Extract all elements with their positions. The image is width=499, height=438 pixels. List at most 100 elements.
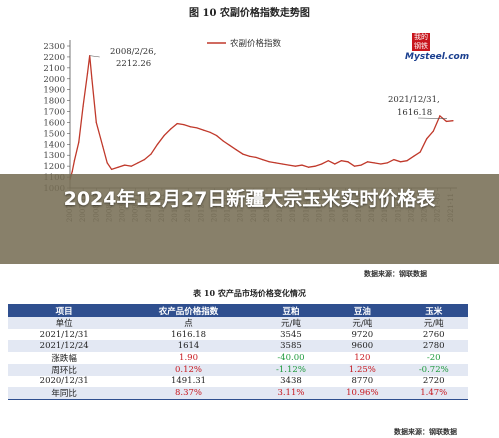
data-point bbox=[91, 78, 93, 80]
banner-title: 2024年12月27日新疆大宗玉米实时价格表 bbox=[63, 188, 436, 210]
annotation-peak-value: 2212.26 bbox=[116, 59, 151, 69]
data-point bbox=[301, 164, 303, 166]
figure-title: 图 10 农副价格指数走势图 bbox=[189, 8, 310, 19]
mysteel-logo: 我的钢铁 Mysteel.com bbox=[405, 33, 469, 63]
data-point bbox=[288, 164, 290, 166]
data-point bbox=[73, 160, 75, 162]
data-point bbox=[275, 162, 277, 164]
annotation-leader-peak bbox=[89, 55, 100, 58]
y-tick-label: 1800 bbox=[43, 97, 65, 107]
data-point bbox=[261, 159, 264, 161]
table-cell: 年同比 bbox=[8, 387, 121, 401]
table-cell: 10.96% bbox=[325, 387, 400, 401]
data-point bbox=[170, 128, 172, 130]
table-cell: 涨跌幅 bbox=[8, 351, 121, 364]
y-tick-label: 1700 bbox=[43, 108, 65, 118]
data-point bbox=[353, 165, 356, 167]
data-point bbox=[340, 160, 342, 162]
logo-box: 我的钢铁 bbox=[412, 33, 430, 51]
y-tick-label: 2300 bbox=[43, 42, 65, 52]
data-point bbox=[307, 166, 310, 168]
annotation-peak-date: 2008/2/26, bbox=[110, 47, 156, 57]
source-label-top: 数据来源：钢联数据 bbox=[364, 269, 427, 278]
table-cell: 9720 bbox=[325, 329, 400, 341]
data-point bbox=[452, 120, 454, 122]
data-point bbox=[78, 141, 80, 143]
annotation-end-value: 1616.18 bbox=[397, 108, 432, 118]
table-cell: 0.12% bbox=[120, 363, 257, 376]
data-point bbox=[71, 171, 73, 173]
data-point bbox=[406, 160, 408, 162]
data-point bbox=[386, 162, 388, 164]
data-point bbox=[268, 161, 270, 163]
data-point bbox=[95, 121, 97, 124]
table-cell: -40.00 bbox=[256, 351, 326, 364]
data-point bbox=[216, 134, 218, 137]
data-point bbox=[229, 144, 231, 146]
data-point bbox=[248, 155, 251, 157]
data-point bbox=[445, 120, 448, 122]
table-cell: 元/吨 bbox=[325, 317, 400, 329]
table-row: 年同比 8.37% 3.11% 10.96% 1.47% bbox=[8, 387, 468, 401]
table-cell: 2020/12/31 bbox=[8, 375, 121, 388]
y-tick-label: 1300 bbox=[43, 151, 65, 161]
table-cell: 元/吨 bbox=[256, 317, 326, 329]
table-cell: 元/吨 bbox=[399, 317, 468, 329]
data-point bbox=[327, 160, 329, 162]
header-soyoil: 豆油 bbox=[325, 304, 400, 317]
data-point bbox=[432, 130, 434, 132]
table-cell: -20 bbox=[399, 351, 468, 364]
table-cell: 3.11% bbox=[256, 387, 326, 401]
data-point bbox=[373, 162, 375, 164]
data-point bbox=[426, 138, 428, 140]
data-point bbox=[137, 162, 139, 164]
data-point bbox=[183, 124, 185, 126]
data-point bbox=[110, 168, 113, 171]
data-point bbox=[294, 165, 297, 167]
data-point bbox=[321, 163, 323, 165]
table-cell: 1.47% bbox=[399, 387, 468, 401]
table-cell: 3545 bbox=[256, 329, 326, 341]
data-point bbox=[196, 127, 198, 129]
y-tick-label: 2100 bbox=[43, 64, 65, 74]
header-corn: 玉米 bbox=[399, 304, 468, 317]
data-point bbox=[117, 166, 119, 168]
data-point bbox=[124, 164, 126, 166]
table-cell: 2720 bbox=[399, 375, 468, 388]
data-point bbox=[242, 153, 244, 155]
data-point bbox=[189, 126, 191, 128]
table-cell: 9600 bbox=[325, 340, 400, 352]
data-point bbox=[367, 161, 369, 163]
y-tick-label: 1400 bbox=[43, 140, 65, 150]
table-row: 2021/12/24 1614 3585 9600 2780 bbox=[8, 340, 468, 352]
y-tick-label: 1900 bbox=[43, 86, 65, 96]
table-cell: 8.37% bbox=[120, 387, 257, 401]
table-header-row: 项目 农产品价格指数 豆粕 豆油 玉米 bbox=[8, 304, 468, 317]
data-point bbox=[255, 156, 257, 159]
table-cell: 1.90 bbox=[120, 351, 257, 364]
table-cell: 2021/12/24 bbox=[8, 340, 121, 352]
data-point bbox=[281, 163, 283, 165]
data-point bbox=[106, 162, 108, 164]
header-index: 农产品价格指数 bbox=[120, 304, 257, 317]
data-point bbox=[393, 159, 395, 161]
table-cell: -1.12% bbox=[256, 363, 326, 376]
data-point bbox=[143, 159, 146, 161]
data-point bbox=[334, 163, 336, 165]
table-cell: 2760 bbox=[399, 329, 468, 341]
data-point bbox=[399, 161, 402, 163]
header-item: 项目 bbox=[8, 304, 121, 317]
annotation-end-date: 2021/12/31, bbox=[388, 95, 440, 105]
table-row: 周环比 0.12% -1.12% 1.25% -0.72% bbox=[8, 363, 468, 376]
table-cell: 2021/12/31 bbox=[8, 329, 121, 341]
table-row: 涨跌幅 1.90 -40.00 120 -20 bbox=[8, 351, 468, 364]
price-table: 项目 农产品价格指数 豆粕 豆油 玉米 单位点元/吨 元/吨 元/吨 2021/12/… bbox=[8, 304, 468, 401]
y-tick-label: 1600 bbox=[43, 118, 65, 128]
title-banner bbox=[0, 174, 499, 264]
table-title: 表 10 农产品市场价格变化情况 bbox=[193, 288, 306, 298]
legend-label: 农副价格指数 bbox=[230, 38, 282, 49]
table-cell: 1491.31 bbox=[120, 375, 257, 388]
annotation-leader-end bbox=[417, 117, 448, 120]
table-cell: 3438 bbox=[256, 375, 326, 388]
